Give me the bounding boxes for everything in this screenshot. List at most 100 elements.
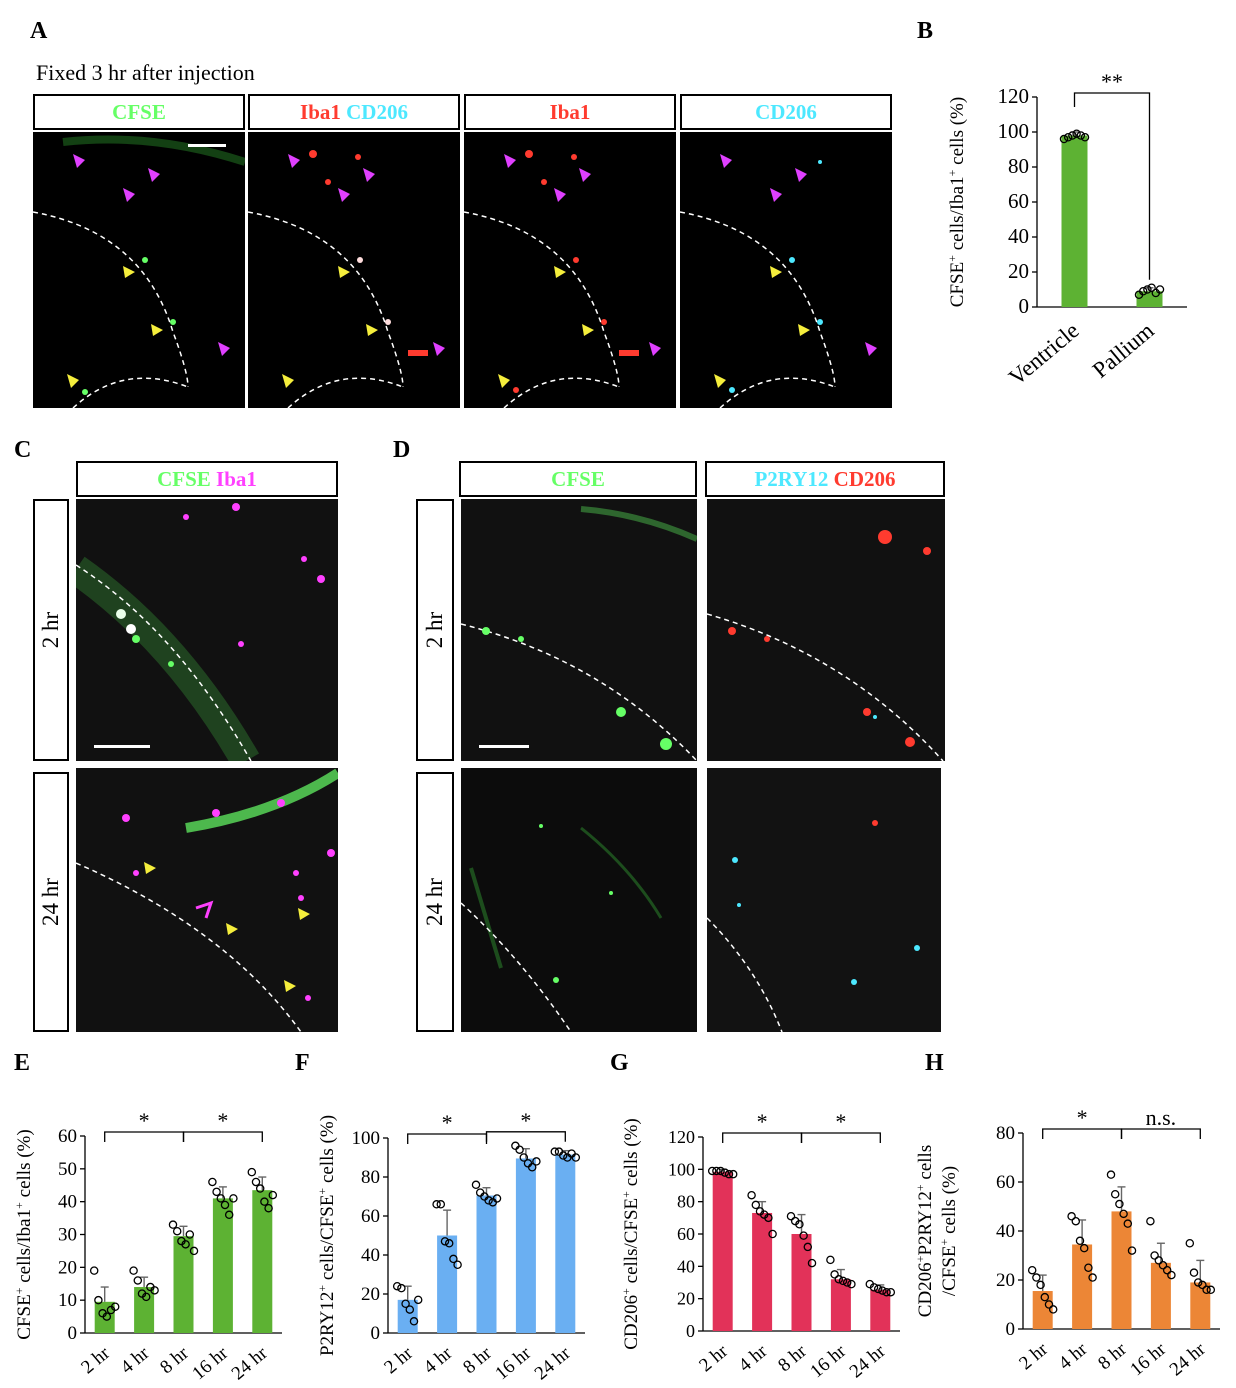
data-point [1147, 283, 1156, 292]
y-tick-label: 100 [352, 1128, 381, 1149]
bar [515, 1158, 536, 1333]
label-part: cells (%) [14, 1129, 35, 1202]
data-point [1071, 1216, 1081, 1226]
y-axis-label: CFSE+ cells/Iba1+ cells (%) [12, 1129, 35, 1339]
x-tick-label: 24 hr [531, 1342, 575, 1384]
data-point [102, 1312, 112, 1321]
data-point [220, 1200, 230, 1210]
label-part: + [619, 1191, 633, 1198]
data-point [229, 1194, 238, 1203]
micrograph-c-2hr [76, 499, 338, 761]
y-tick-label: 60 [1008, 189, 1029, 213]
data-point [720, 1168, 730, 1177]
y-tick-label: 50 [58, 1159, 77, 1180]
data-point [405, 1305, 415, 1314]
data-point [1080, 132, 1090, 142]
data-point [768, 1229, 777, 1239]
y-tick-label: 120 [998, 84, 1030, 108]
data-point [1134, 290, 1144, 299]
y-tick-label: 40 [1008, 224, 1029, 248]
data-point [1040, 1292, 1050, 1302]
data-point [886, 1287, 896, 1297]
x-tick-label: 2 hr [77, 1342, 114, 1378]
y-axis-label: CFSE+ cells/Iba1+ cells (%) [945, 97, 968, 307]
data-point [523, 1159, 533, 1168]
data-point [532, 1157, 541, 1166]
data-point [440, 1237, 450, 1246]
significance-label: * [520, 1108, 531, 1133]
data-point [1123, 1219, 1133, 1228]
panel-label-h: H [925, 1050, 944, 1076]
bar [397, 1299, 418, 1333]
data-point [409, 1317, 419, 1326]
data-point [471, 1180, 481, 1190]
panel-a-header-iba1-cd206: Iba1 CD206 [248, 94, 460, 130]
data-point [558, 1151, 568, 1160]
y-tick-label: 40 [996, 1221, 1015, 1242]
x-tick-label: 16 hr [188, 1342, 232, 1384]
data-point [1119, 1209, 1128, 1219]
label-part: /CFSE [939, 1245, 960, 1296]
header-part: CD206 [340, 100, 408, 124]
data-point [432, 1200, 441, 1209]
micrograph-d-p2ry12-cd206-2hr [707, 499, 945, 761]
label-part: + [945, 169, 959, 176]
data-point [137, 1289, 147, 1298]
data-point [488, 1198, 498, 1207]
panel-d-row-label-2hr: 2 hr [416, 499, 454, 761]
bar [830, 1279, 851, 1331]
data-point [89, 1266, 99, 1275]
significance-label: * [757, 1109, 768, 1134]
data-point [264, 1203, 273, 1213]
data-point [1067, 1212, 1076, 1221]
data-point [141, 1292, 151, 1302]
micrograph-d-p2ry12-cd206-24hr [707, 768, 941, 1032]
data-point [185, 1230, 195, 1239]
header-part: CFSE [157, 467, 211, 491]
header-part: Iba1 [300, 100, 341, 124]
data-point [1059, 134, 1069, 144]
data-point [527, 1163, 537, 1172]
bar [476, 1195, 497, 1333]
label-part: + [12, 1202, 26, 1209]
panel-c-row-label-2hr: 2 hr [33, 499, 69, 761]
header-part: CD206 [755, 100, 817, 124]
significance-label: * [139, 1108, 150, 1133]
data-point [842, 1278, 852, 1287]
y-tick-label: 40 [58, 1192, 77, 1213]
bar [791, 1234, 812, 1331]
panel-c-header: CFSE Iba1 [76, 461, 338, 497]
bar [94, 1301, 115, 1333]
y-tick-label: 0 [1019, 294, 1030, 318]
header-part: CD206 [828, 467, 896, 491]
header-part: Iba1 [549, 100, 591, 124]
panel-a-header-cd206: CD206 [680, 94, 892, 130]
data-point [838, 1276, 848, 1286]
data-point [480, 1192, 489, 1201]
label-part: cells [915, 1145, 936, 1185]
x-tick-label: 24 hr [846, 1340, 890, 1382]
data-point [106, 1305, 116, 1315]
bar [212, 1198, 233, 1333]
significance-label: n.s. [1146, 1105, 1177, 1130]
data-point [177, 1236, 186, 1246]
data-point [1036, 1280, 1045, 1290]
header-part: P2RY12 [754, 467, 829, 491]
x-tick-label: 4 hr [420, 1342, 457, 1378]
data-point [1068, 131, 1077, 140]
data-point [1167, 1270, 1176, 1280]
data-point [764, 1213, 773, 1223]
x-tick-label: 8 hr [459, 1342, 496, 1378]
y-tick-label: 100 [668, 1159, 695, 1179]
label-part: cells/CFSE [317, 1195, 338, 1285]
significance-label: ** [1101, 69, 1123, 94]
data-point [110, 1302, 120, 1311]
panel-label-e: E [14, 1050, 31, 1076]
data-point [759, 1210, 769, 1219]
label-part: cells (%) [317, 1115, 338, 1188]
data-point [878, 1286, 887, 1295]
label-part: + [937, 1238, 951, 1245]
data-point [1150, 1251, 1159, 1260]
data-point [492, 1194, 502, 1203]
data-point [1110, 1190, 1120, 1199]
